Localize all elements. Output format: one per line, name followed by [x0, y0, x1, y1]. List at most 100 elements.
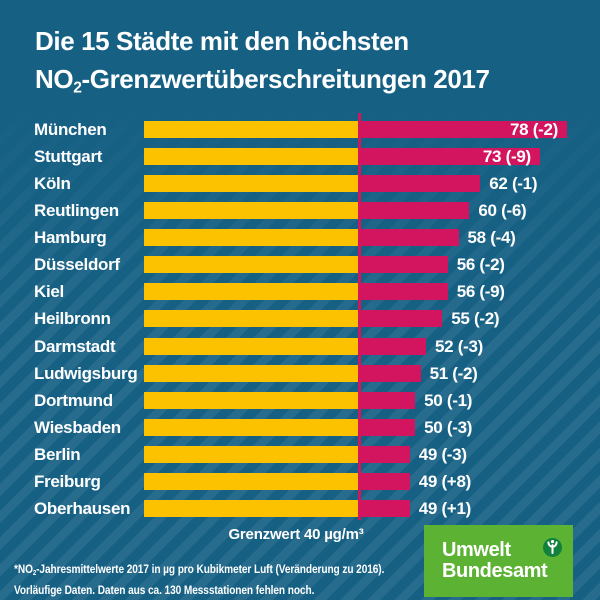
bar-track: 78 (-2)	[144, 121, 567, 138]
bar-track: 56 (-9)	[144, 282, 567, 302]
bar-track: 49 (+1)	[144, 498, 567, 518]
limit-bar-segment	[144, 499, 361, 517]
exceedance-bar-segment	[360, 337, 426, 355]
value-label: 50 (-3)	[424, 417, 473, 437]
limit-bar-segment	[144, 202, 361, 220]
footnote-line1-rest: -Jahresmittelwerte 2017 in µg pro Kubikm…	[36, 564, 385, 576]
value-label: 50 (-1)	[424, 390, 473, 410]
city-label: Hamburg	[34, 228, 107, 248]
chart-rows: München 78 (-2) Stuttgart 73 (-9) Köln 6…	[0, 121, 600, 527]
footnote-line2: Vorläufige Daten. Daten aus ca. 130 Mess…	[14, 584, 315, 597]
city-label: Ludwigsburg	[34, 363, 138, 383]
title-line2-rest: -Grenzwertüberschreitungen 2017	[81, 64, 490, 94]
threshold-line	[358, 113, 361, 520]
value-label: 56 (-2)	[456, 255, 505, 275]
limit-bar-segment	[144, 364, 361, 382]
limit-bar-segment	[144, 283, 361, 301]
bar-track: 60 (-6)	[144, 201, 567, 221]
chart-row: Düsseldorf 56 (-2)	[0, 256, 600, 283]
exceedance-bar-segment	[360, 445, 410, 463]
city-label: Dortmund	[34, 390, 113, 410]
value-label: 62 (-1)	[489, 174, 538, 194]
title-line1: Die 15 Städte mit den höchsten	[35, 26, 409, 56]
exceedance-bar-segment	[360, 256, 448, 274]
uba-person-tree-icon	[543, 538, 562, 557]
footnote-line1: *NO2-Jahresmittelwerte 2017 in µg pro Ku…	[14, 562, 384, 583]
bar-track: 62 (-1)	[144, 174, 567, 194]
bar-track: 73 (-9)	[144, 147, 567, 167]
exceedance-bar-segment	[360, 310, 443, 328]
title-no2-subscript: 2	[73, 79, 82, 97]
chart-row: Kiel 56 (-9)	[0, 283, 600, 310]
value-label: 49 (-3)	[418, 444, 467, 464]
uba-logo-text: Umwelt Bundesamt	[424, 525, 573, 582]
uba-logo-line2: Bundesamt	[442, 560, 548, 582]
exceedance-bar-segment	[360, 391, 416, 409]
value-label: 52 (-3)	[435, 336, 483, 356]
exceedance-bar-segment	[360, 499, 410, 517]
exceedance-bar-segment	[360, 148, 540, 166]
chart-row: Heilbronn 55 (-2)	[0, 310, 600, 337]
chart-row: Wiesbaden 50 (-3)	[0, 417, 600, 446]
bar-track: 56 (-2)	[144, 255, 567, 275]
exceedance-bar-segment	[360, 364, 421, 382]
value-label: 49 (+1)	[418, 498, 472, 518]
exceedance-bar-segment	[360, 202, 470, 220]
title-line2: NO2-Grenzwertüberschreitungen 2017	[35, 60, 490, 108]
city-label: Reutlingen	[34, 201, 119, 221]
limit-bar-segment	[144, 175, 361, 193]
city-label: Oberhausen	[34, 498, 131, 518]
chart-row: Berlin 49 (-3)	[0, 444, 600, 473]
exceedance-bar-segment	[360, 229, 459, 247]
city-label: Kiel	[34, 282, 64, 302]
value-label: 49 (+8)	[418, 471, 472, 491]
value-label: 56 (-9)	[456, 282, 505, 302]
bar-track: 58 (-4)	[144, 228, 567, 248]
limit-bar-segment	[144, 445, 361, 463]
exceedance-bar-segment	[360, 472, 410, 490]
city-label: Düsseldorf	[34, 255, 120, 275]
footnote: *NO2-Jahresmittelwerte 2017 in µg pro Ku…	[14, 562, 384, 600]
limit-bar-segment	[144, 256, 361, 274]
city-label: Stuttgart	[34, 147, 103, 167]
value-label: 60 (-6)	[478, 201, 527, 221]
footnote-no2-subscript: 2	[32, 570, 37, 578]
bar-track: 49 (-3)	[144, 444, 567, 464]
exceedance-bar-segment	[360, 418, 416, 436]
limit-bar-segment	[144, 148, 361, 166]
chart-title: Die 15 Städte mit den höchsten NO2-Grenz…	[35, 22, 490, 108]
limit-bar-segment	[144, 310, 361, 328]
city-label: Freiburg	[34, 471, 101, 491]
value-label: 58 (-4)	[467, 228, 516, 248]
chart-row: Reutlingen 60 (-6)	[0, 202, 600, 229]
exceedance-bar-segment	[360, 121, 567, 138]
city-label: Köln	[34, 174, 71, 194]
city-label: Darmstadt	[34, 336, 116, 356]
chart-row: Stuttgart 73 (-9)	[0, 148, 600, 175]
bar-track: 51 (-2)	[144, 364, 567, 382]
value-label: 73 (-9)	[482, 147, 531, 167]
city-label: Wiesbaden	[34, 417, 121, 437]
city-label: Heilbronn	[34, 309, 111, 329]
exceedance-bar-segment	[360, 175, 481, 193]
value-label: 55 (-2)	[451, 309, 500, 329]
chart-row: Ludwigsburg 51 (-2)	[0, 363, 600, 392]
chart-row: München 78 (-2)	[0, 121, 600, 148]
threshold-label: Grenzwert 40 µg/m³	[228, 526, 364, 543]
footnote-no-text: *NO	[14, 564, 33, 576]
chart-row: Oberhausen 49 (+1)	[0, 498, 600, 527]
limit-bar-segment	[144, 472, 361, 490]
limit-bar-segment	[144, 229, 361, 247]
chart-row: Hamburg 58 (-4)	[0, 229, 600, 256]
limit-bar-segment	[144, 121, 361, 138]
limit-bar-segment	[144, 418, 361, 436]
chart-row: Darmstadt 52 (-3)	[0, 336, 600, 365]
chart-row: Freiburg 49 (+8)	[0, 471, 600, 500]
uba-logo-line1: Umwelt	[442, 539, 511, 561]
bar-track: 50 (-3)	[144, 417, 567, 437]
chart-row: Köln 62 (-1)	[0, 175, 600, 202]
city-label: Berlin	[34, 444, 81, 464]
limit-bar-segment	[144, 337, 361, 355]
chart-row: Dortmund 50 (-1)	[0, 390, 600, 419]
